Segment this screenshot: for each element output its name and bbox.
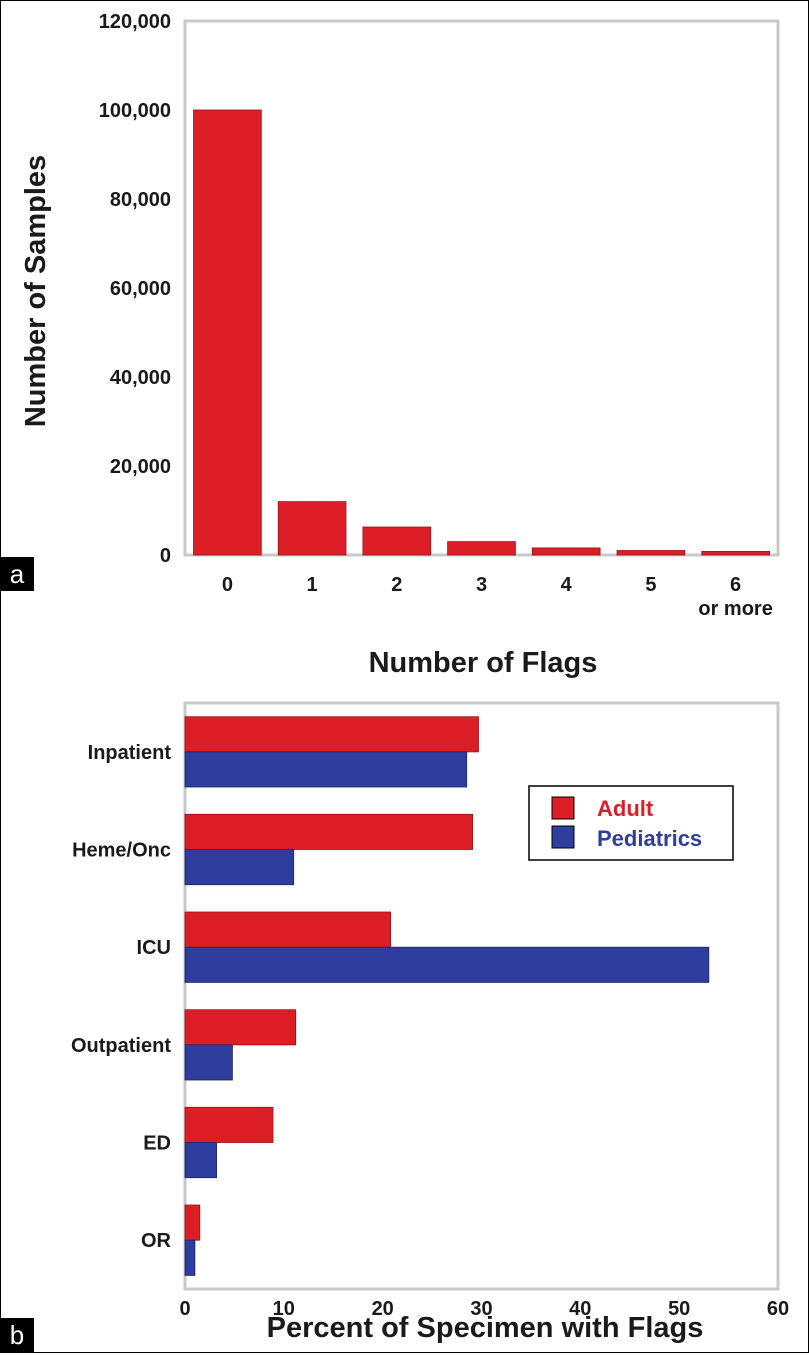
panel-a-y-tick-label: 60,000	[110, 278, 171, 300]
legend-label-adult: Adult	[597, 796, 654, 821]
panel-a-y-axis-title: Number of Samples	[20, 155, 52, 427]
panel-b-x-tick-label: 50	[668, 1298, 690, 1320]
panel-b-bar-adult	[184, 1204, 201, 1241]
legend-label-pediatrics: Pediatrics	[597, 826, 702, 851]
panel-a-bar	[616, 550, 686, 556]
panel-a-bar	[193, 109, 262, 556]
panel-b-x-axis-title: Percent of Specimen with Flags	[267, 1312, 704, 1344]
panel-b-bar-adult	[184, 1106, 274, 1143]
panel-b-x-tick-label: 30	[470, 1298, 492, 1320]
panel-b-bar-adult	[184, 911, 392, 948]
panel-b-category-label: ICU	[137, 937, 171, 959]
panel-a-y-tick-label: 20,000	[110, 456, 171, 478]
panel-b-bar-adult	[184, 1009, 297, 1046]
panel-a-bar	[701, 551, 770, 556]
panel-b-bars	[184, 716, 710, 1276]
panel-b-bar-pediatrics	[184, 849, 295, 886]
panel-b-bar-pediatrics	[184, 751, 468, 788]
panel-b-bar-adult	[184, 716, 479, 753]
panel-a-x-ticks: 0 1 2 3 4 5 6or more	[222, 574, 773, 620]
panel-a-y-tick-label: 80,000	[110, 189, 171, 211]
panel-a-y-tick-label: 0	[160, 545, 171, 567]
legend-swatch-adult	[551, 796, 575, 820]
panel-b-category-labels: Inpatient Heme/Onc ICU Outpatient ED OR	[71, 742, 172, 1252]
panel-b-x-tick-label: 20	[372, 1298, 394, 1320]
panel-b: Inpatient Heme/Onc ICU Outpatient ED OR 0 10 20…	[1, 701, 789, 1352]
panel-b-x-ticks: 0 10 20 30 40 50 60	[179, 1298, 789, 1320]
panel-a-tag-box	[1, 557, 34, 591]
panel-a: 020,00040,00060,00080,000100,000120,000 …	[1, 11, 780, 679]
panel-b-category-label: Heme/Onc	[72, 840, 171, 862]
panel-b-bar-pediatrics	[184, 1044, 233, 1081]
panel-a-x-tick-sublabel: or more	[698, 598, 772, 620]
panel-b-x-tick-label: 10	[273, 1298, 295, 1320]
panel-b-category-label: Inpatient	[88, 742, 172, 764]
panel-b-tag: b	[10, 1320, 24, 1350]
panel-a-x-tick-label: 4	[561, 574, 573, 596]
panel-b-bar-pediatrics	[184, 1142, 218, 1179]
panel-b-legend: Adult Pediatrics	[528, 785, 734, 861]
panel-a-y-tick-label: 100,000	[99, 100, 171, 122]
panel-a-y-tick-label: 40,000	[110, 367, 171, 389]
panel-a-y-ticks: 0 20,000 40,000 60,000 80,000 100,000 120,000	[99, 11, 171, 567]
panel-a-x-tick-label: 1	[307, 574, 318, 596]
panel-a-x-tick-label: 2	[391, 574, 402, 596]
panel-a-y-tick-label: 120,000	[99, 11, 171, 33]
panel-b-bar-adult	[184, 813, 474, 850]
panel-a-bar	[277, 501, 347, 556]
panel-a-x-tick-label: 3	[476, 574, 487, 596]
panel-a-bar	[447, 541, 516, 556]
legend-swatch-pediatrics	[551, 825, 575, 849]
panel-a-x-axis-title: Number of Flags	[369, 647, 598, 679]
panel-a-x-tick-label: 6	[730, 574, 741, 596]
panel-b-tag-box	[1, 1318, 34, 1352]
panel-b-category-label: Outpatient	[71, 1035, 171, 1057]
panel-b-category-label: OR	[141, 1230, 172, 1252]
panel-a-plot-frame	[183, 19, 780, 557]
panel-a-bar	[362, 526, 432, 556]
panel-a-x-tick-label: 5	[645, 574, 656, 596]
panel-b-x-tick-label: 40	[569, 1298, 591, 1320]
panel-a-bars	[193, 109, 770, 556]
panel-b-bar-pediatrics	[184, 1239, 196, 1276]
panel-b-x-tick-label: 0	[179, 1298, 190, 1320]
panel-b-x-tick-label: 60	[767, 1298, 789, 1320]
panel-b-category-label: ED	[143, 1133, 171, 1155]
panel-a-x-tick-label: 0	[222, 574, 233, 596]
panel-b-bar-pediatrics	[184, 946, 710, 983]
panel-a-bar	[531, 547, 601, 556]
panel-a-tag: a	[10, 559, 25, 589]
